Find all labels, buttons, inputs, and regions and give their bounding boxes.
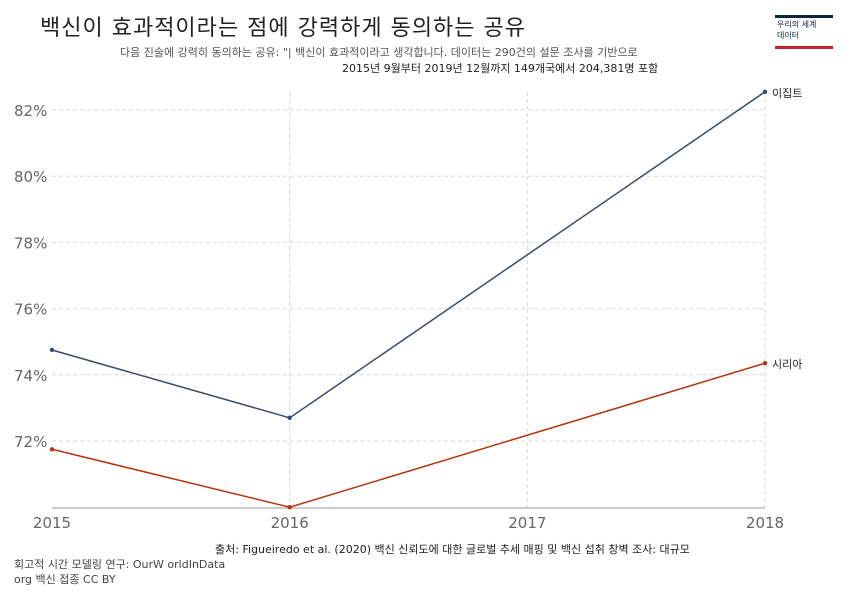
grid-layer <box>52 92 766 509</box>
y-tick-label: 82% <box>14 102 47 120</box>
data-point <box>49 447 55 452</box>
logo-text: 우리의 세계 데이터 <box>777 19 816 41</box>
data-point <box>762 361 768 366</box>
x-tick-label: 2017 <box>508 514 546 532</box>
data-point <box>287 415 292 421</box>
footer-note-line2: org 백신 접종 CC BY <box>14 573 116 586</box>
y-tick-label: 74% <box>14 367 47 385</box>
logo-bottom-bar <box>775 46 833 49</box>
data-point <box>49 347 55 353</box>
owid-logo[interactable]: 우리의 세계 데이터 <box>775 15 833 49</box>
x-tick-label: 2015 <box>33 514 71 532</box>
series-line <box>51 362 766 508</box>
source-note: 출처: Figueiredo et al. (2020) 백신 신뢰도에 대한 … <box>215 543 690 556</box>
logo-top-bar <box>775 15 833 18</box>
logo-text-line2: 데이터 <box>777 31 800 40</box>
x-tick-label: 2018 <box>746 514 784 532</box>
x-tick-label: 2016 <box>271 514 309 532</box>
series-line <box>51 91 766 419</box>
series-label: 시리아 <box>772 358 802 371</box>
y-tick-label: 78% <box>14 234 47 252</box>
data-point <box>287 505 292 510</box>
series-layer <box>49 89 768 510</box>
series-label: 이집트 <box>772 87 802 100</box>
chart-subtitle: 다음 진술에 강력히 동의하는 공유: "| 백신이 효과적이라고 생각합니다.… <box>120 46 638 59</box>
footer-note: 회고적 시간 모델링 연구: OurW orldInData <box>14 558 226 571</box>
chart-subtitle-line2: 2015년 9월부터 2019년 12월까지 149개국에서 204,381명 … <box>342 62 659 75</box>
data-point <box>762 89 768 94</box>
logo-text-line1: 우리의 세계 <box>777 20 817 29</box>
y-tick-label: 76% <box>14 301 47 319</box>
y-tick-label: 80% <box>14 168 47 186</box>
y-tick-label: 72% <box>14 433 47 451</box>
chart-title: 백신이 효과적이라는 점에 강력하게 동의하는 공유 <box>40 16 527 41</box>
